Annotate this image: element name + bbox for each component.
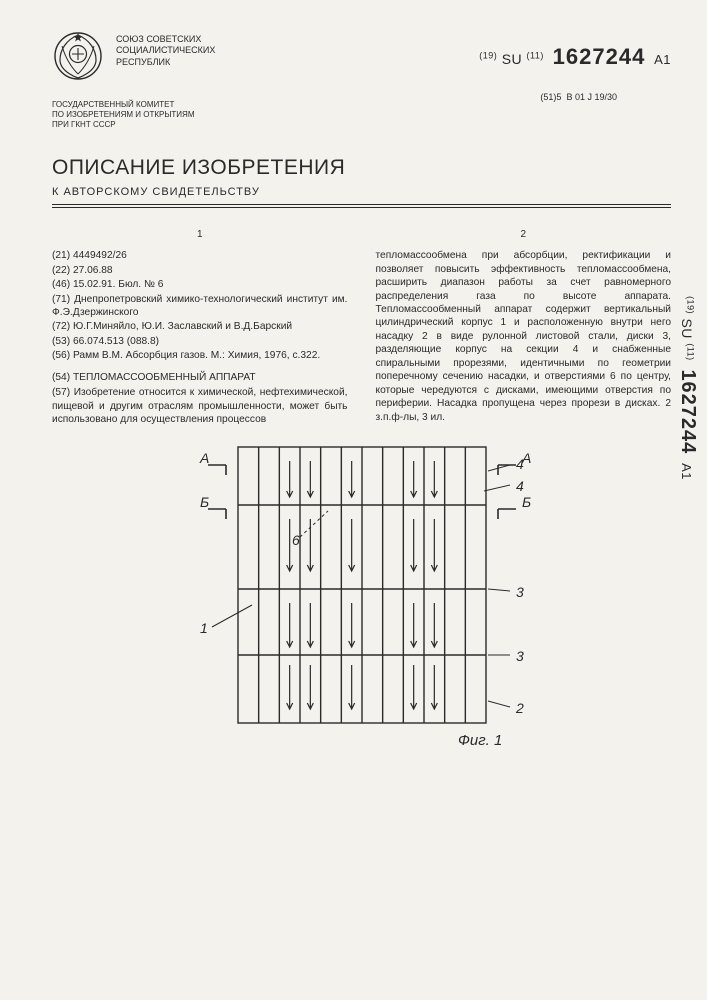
ipc-code: B 01 J 19/30 — [566, 92, 617, 102]
country-code: SU — [502, 51, 522, 67]
spine-cc: SU — [679, 318, 695, 338]
header: СОЮЗ СОВЕТСКИХ СОЦИАЛИСТИЧЕСКИХ РЕСПУБЛИ… — [52, 30, 671, 82]
spine-cc-prefix: (19) — [686, 296, 696, 314]
col-number-2: 2 — [376, 228, 672, 241]
title-rule-thin — [52, 207, 671, 208]
biblio-columns: 1 (21) 4449492/26 (22) 27.06.88 (46) 15.… — [52, 228, 671, 427]
col-number-1: 1 — [52, 228, 348, 241]
kind-code: A1 — [654, 52, 671, 67]
field-21: (21) 4449492/26 — [52, 249, 348, 262]
publication-number: (19) SU (11) 1627244 A1 — [479, 30, 671, 70]
invention-title: (54) ТЕПЛОМАССООБМЕННЫЙ АППАРАТ — [52, 371, 348, 384]
callout-3a: 3 — [516, 584, 524, 600]
callout-2: 2 — [515, 700, 524, 716]
abstract-lead: (57) Изобретение относится к химической,… — [52, 387, 348, 425]
document-subtitle: К АВТОРСКОМУ СВИДЕТЕЛЬСТВУ — [52, 186, 671, 198]
issuer-name: СОЮЗ СОВЕТСКИХ СОЦИАЛИСТИЧЕСКИХ РЕСПУБЛИ… — [116, 30, 215, 68]
cc-prefix: (19) — [479, 50, 497, 60]
spine-num: 1627244 — [677, 369, 699, 454]
ipc-classification: (51)5 B 01 J 19/30 — [540, 92, 617, 102]
spine-num-prefix: (11) — [686, 343, 696, 360]
callout-3b: 3 — [516, 648, 524, 664]
field-71: (71) Днепропетровский химико-технологиче… — [52, 293, 348, 320]
figure-caption: Фиг. 1 — [458, 732, 502, 749]
title-rule — [52, 204, 671, 205]
callout-6: 6 — [292, 532, 300, 548]
column-left: 1 (21) 4449492/26 (22) 27.06.88 (46) 15.… — [52, 228, 348, 427]
title-block: ОПИСАНИЕ ИЗОБРЕТЕНИЯ К АВТОРСКОМУ СВИДЕТ… — [52, 156, 671, 208]
document-title: ОПИСАНИЕ ИЗОБРЕТЕНИЯ — [52, 156, 671, 180]
field-53: (53) 66.074.513 (088.8) — [52, 335, 348, 348]
callout-4b: 4 — [516, 478, 524, 494]
callout-4a: 4 — [516, 456, 524, 472]
ussr-emblem-icon — [52, 30, 104, 82]
patent-page: СОЮЗ СОВЕТСКИХ СОЦИАЛИСТИЧЕСКИХ РЕСПУБЛИ… — [0, 0, 707, 751]
section-B-right: Б — [522, 494, 531, 510]
figure-1: А А Б Б 1 6 4 4 3 3 2 Фиг. 1 — [152, 441, 572, 751]
section-A-left: А — [199, 450, 209, 466]
num-prefix: (11) — [527, 50, 544, 60]
ipc-prefix: (51)5 — [540, 92, 561, 102]
column-right: 2 тепломассообмена при абсорбции, ректиф… — [376, 228, 672, 427]
spine-pubnum: (19) SU (11) 1627244 A1 — [676, 296, 699, 480]
field-22: (22) 27.06.88 — [52, 264, 348, 277]
section-B-left: Б — [200, 494, 209, 510]
committee-name: ГОСУДАРСТВЕННЫЙ КОМИТЕТ ПО ИЗОБРЕТЕНИЯМ … — [52, 100, 671, 130]
callout-1: 1 — [200, 620, 208, 636]
abstract-continuation: тепломассообмена при абсорбции, ректифик… — [376, 249, 672, 424]
spine-kind: A1 — [679, 463, 694, 480]
field-72: (72) Ю.Г.Миняйло, Ю.И. Заславский и В.Д.… — [52, 320, 348, 333]
field-46: (46) 15.02.91. Бюл. № 6 — [52, 278, 348, 291]
field-56: (56) Рамм В.М. Абсорбция газов. М.: Хими… — [52, 349, 348, 362]
doc-number: 1627244 — [553, 44, 646, 69]
